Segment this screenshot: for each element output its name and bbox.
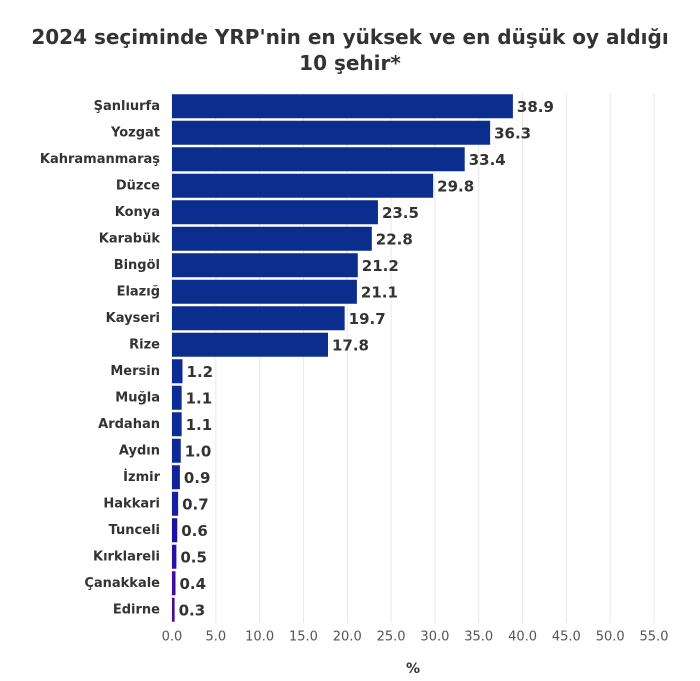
y-tick-label: Düzce <box>116 178 160 193</box>
bar <box>172 120 491 145</box>
y-tick-label: İzmir <box>123 469 160 485</box>
bar <box>172 359 183 384</box>
value-label: 1.2 <box>187 363 214 381</box>
x-tick-label: 0.0 <box>162 630 183 645</box>
value-label: 0.6 <box>181 522 208 540</box>
value-label: 0.3 <box>179 601 206 619</box>
bar <box>172 200 378 225</box>
chart-title: 2024 seçiminde YRP'nin en yüksek ve en d… <box>31 25 669 75</box>
y-tick-label: Edirne <box>113 602 160 617</box>
x-tick-label: 15.0 <box>289 630 318 645</box>
value-label: 19.7 <box>349 310 386 328</box>
x-tick-label: 50.0 <box>596 630 625 645</box>
x-tick-label: 40.0 <box>508 630 537 645</box>
y-tick-label: Şanlıurfa <box>94 99 160 114</box>
value-label: 0.9 <box>184 469 211 487</box>
value-label: 1.1 <box>186 389 213 407</box>
value-label: 23.5 <box>382 204 419 222</box>
y-tick-label: Mersin <box>110 364 160 379</box>
value-label: 21.2 <box>362 257 399 275</box>
y-tick-label: Bingöl <box>114 258 160 273</box>
bar <box>172 518 178 543</box>
bar <box>172 544 177 569</box>
y-tick-label: Yozgat <box>110 125 160 140</box>
y-tick-label: Tunceli <box>109 523 160 538</box>
bar <box>172 571 176 596</box>
bar <box>172 438 181 463</box>
bar <box>172 94 513 119</box>
x-tick-label: 30.0 <box>420 630 449 645</box>
y-tick-label: Rize <box>129 337 160 352</box>
y-tick-label: Kırklareli <box>93 549 160 564</box>
y-tick-label: Kahramanmaraş <box>40 152 160 167</box>
bar <box>172 332 328 357</box>
y-tick-label: Konya <box>115 205 160 220</box>
value-label: 38.9 <box>517 98 554 116</box>
bar <box>172 173 434 198</box>
bar <box>172 465 180 490</box>
bar <box>172 226 372 251</box>
value-label: 21.1 <box>361 283 398 301</box>
value-label: 36.3 <box>494 124 531 142</box>
value-label: 1.0 <box>185 442 212 460</box>
value-label: 0.4 <box>180 575 207 593</box>
value-label: 17.8 <box>332 336 369 354</box>
y-tick-label: Hakkari <box>103 496 160 511</box>
bar <box>172 306 345 331</box>
x-tick-label: 20.0 <box>333 630 362 645</box>
y-tick-label: Ardahan <box>98 417 160 432</box>
bar <box>172 597 175 622</box>
x-tick-label: 5.0 <box>205 630 226 645</box>
bar <box>172 491 179 516</box>
x-tick-label: 55.0 <box>640 630 669 645</box>
value-label: 0.5 <box>180 548 207 566</box>
bar <box>172 279 357 304</box>
value-label: 1.1 <box>186 416 213 434</box>
bar <box>172 385 182 410</box>
y-tick-label: Çanakkale <box>84 576 160 591</box>
y-tick-label: Aydın <box>119 443 160 458</box>
value-label: 22.8 <box>376 230 413 248</box>
value-label: 0.7 <box>182 495 209 513</box>
x-tick-label: 10.0 <box>245 630 274 645</box>
y-tick-label: Elazığ <box>117 284 160 299</box>
y-tick-label: Kayseri <box>106 311 160 326</box>
value-label: 33.4 <box>469 151 506 169</box>
x-axis-title: % <box>406 661 420 677</box>
x-tick-label: 35.0 <box>464 630 493 645</box>
y-tick-label: Muğla <box>115 390 160 405</box>
x-tick-label: 25.0 <box>377 630 406 645</box>
value-label: 29.8 <box>437 177 474 195</box>
bar <box>172 253 358 278</box>
y-tick-label: Karabük <box>99 231 161 246</box>
x-tick-label: 45.0 <box>552 630 581 645</box>
bar <box>172 147 465 172</box>
bar <box>172 412 182 437</box>
